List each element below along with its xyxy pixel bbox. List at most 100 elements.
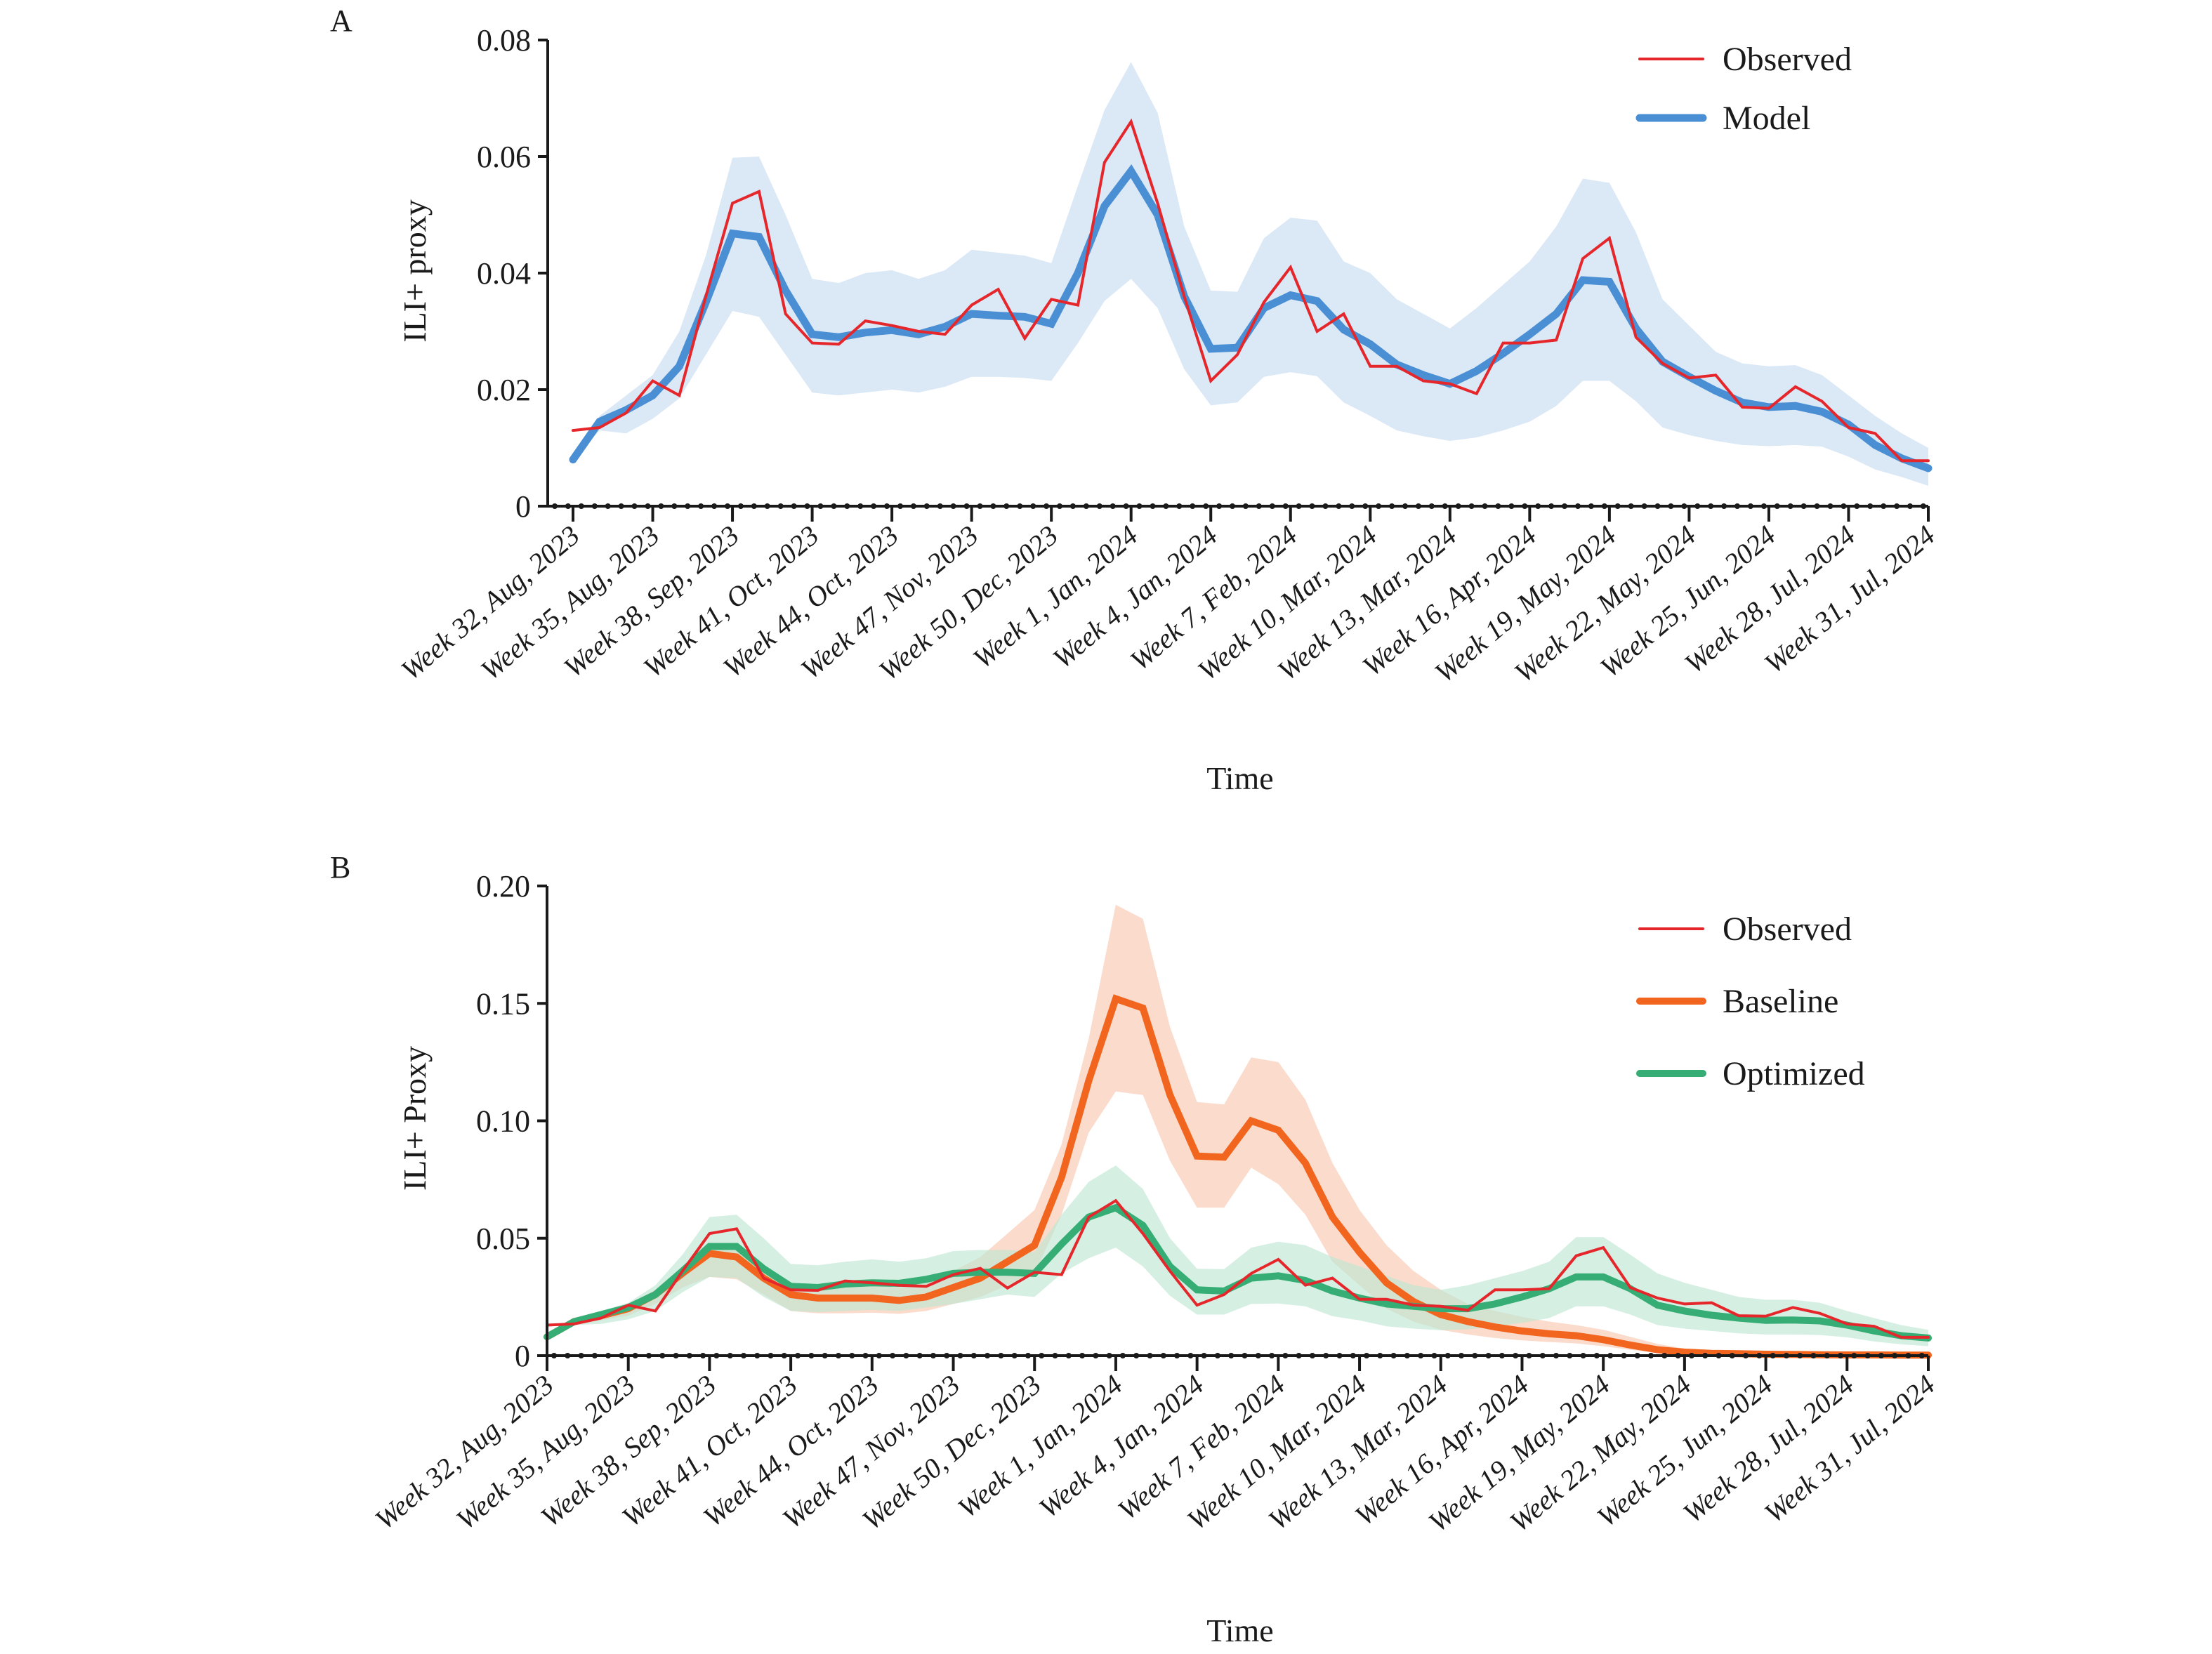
panel-a-x-minor-tick — [831, 503, 837, 509]
panel-a-x-minor-tick — [1349, 503, 1355, 509]
panel-b-y-ticks: 0 0.05 0.10 0.15 0.20 — [476, 869, 547, 1373]
panel-b-x-minor-tick — [1580, 1353, 1586, 1358]
panel-a-y-ticks: 0 0.02 0.04 0.06 0.08 — [477, 23, 548, 524]
panel-b-x-minor-tick — [1214, 1353, 1220, 1358]
panel-b-x-minor-tick — [551, 1353, 557, 1358]
panel-b-chart: B 0 0.05 0.10 0.15 0.20 Week 32, Aug, 2023We… — [330, 850, 1941, 1648]
panel-b-x-minor-tick — [1242, 1353, 1248, 1358]
panel-a-x-minor-tick — [618, 503, 624, 509]
panel-b-y-tick-label: 0.05 — [476, 1222, 530, 1256]
panel-a-x-minor-tick — [1190, 503, 1196, 509]
panel-a-x-minor-tick — [1468, 503, 1475, 509]
panel-b-x-minor-tick — [591, 1353, 598, 1358]
panel-a-x-minor-tick — [1296, 503, 1302, 509]
panel-b-x-minor-tick — [1255, 1353, 1261, 1358]
panel-a-legend-model-label: Model — [1723, 100, 1810, 137]
panel-b-x-minor-tick — [565, 1353, 571, 1358]
panel-a-x-minor-tick — [1069, 503, 1076, 509]
panel-a-legend-observed-label: Observed — [1723, 41, 1852, 78]
panel-a-x-minor-tick — [591, 503, 598, 509]
panel-a-x-minor-tick — [1442, 503, 1448, 509]
panel-a-x-minor-tick — [1734, 503, 1740, 509]
panel-a-x-minor-tick — [1694, 503, 1701, 509]
panel-b-x-minor-tick — [1404, 1353, 1410, 1358]
panel-a-x-minor-tick — [1083, 503, 1089, 509]
panel-a-x-minor-tick — [923, 503, 930, 509]
panel-a-x-minor-tick — [685, 503, 691, 509]
panel-b-x-minor-tick — [916, 1353, 923, 1358]
panel-b-x-minor-tick — [1065, 1353, 1072, 1358]
panel-a-x-minor-tick — [1269, 503, 1275, 509]
panel-a-x-minor-tick — [804, 503, 810, 509]
panel-b-x-minor-tick — [849, 1353, 855, 1358]
panel-a-x-minor-tick — [1867, 503, 1874, 509]
panel-b-x-minor-tick — [1838, 1353, 1843, 1358]
panel-a-x-minor-tick — [1256, 503, 1262, 509]
panel-a-x-minor-tick — [990, 503, 996, 509]
panel-a-x-axis-title: Time — [1206, 760, 1273, 796]
panel-a-x-minor-tick — [844, 503, 850, 509]
panel-a-x-minor-tick — [937, 503, 943, 509]
panel-b-x-minor-tick — [862, 1353, 869, 1358]
panel-a-x-minor-tick — [1920, 503, 1926, 509]
panel-b-x-minor-tick — [1323, 1353, 1329, 1358]
panel-a-x-minor-tick — [1402, 503, 1408, 509]
panel-b-x-minor-tick — [957, 1353, 963, 1358]
panel-a-x-minor-tick — [1003, 503, 1010, 509]
panel-b-baseline-line — [544, 994, 1932, 1359]
panel-a-axes — [538, 40, 1928, 509]
panel-a-x-minor-tick — [725, 503, 730, 509]
panel-b-x-minor-tick — [1106, 1353, 1112, 1358]
panel-a-x-minor-tick — [1614, 503, 1621, 509]
panel-a-x-minor-tick — [884, 503, 890, 509]
panel-a-x-minor-tick — [777, 503, 784, 509]
panel-a-x-minor-tick — [1282, 503, 1289, 509]
panel-b-x-minor-tick — [1878, 1353, 1884, 1358]
panel-a-x-minor-tick — [1747, 503, 1753, 509]
panel-a-x-minor-tick — [1150, 503, 1156, 509]
panel-b-x-minor-tick — [1797, 1353, 1803, 1358]
panel-b-x-minor-tick — [768, 1353, 774, 1358]
panel-b-x-minor-tick — [1851, 1353, 1857, 1358]
panel-b-x-minor-tick — [1472, 1353, 1478, 1358]
panel-b-x-minor-tick — [1526, 1353, 1532, 1358]
panel-a-x-minor-tick — [1096, 503, 1102, 509]
panel-a-x-minor-tick — [857, 503, 864, 509]
panel-b-x-minor-tick — [1459, 1353, 1464, 1358]
panel-a-x-minor-tick — [1044, 503, 1050, 509]
panel-b-x-minor-tick — [822, 1353, 828, 1358]
panel-a-x-minor-tick — [1163, 503, 1169, 509]
panel-a-x-minor-tick — [950, 503, 956, 509]
panel-a-x-minor-tick — [1721, 503, 1727, 509]
panel-b-x-minor-tick — [1444, 1353, 1451, 1358]
panel-a-x-minor-tick — [1030, 503, 1036, 509]
panel-b-x-minor-tick — [1431, 1353, 1437, 1358]
panel-b-x-minor-tick — [713, 1353, 720, 1358]
panel-a-x-minor-tick — [1415, 503, 1421, 509]
panel-b-x-minor-tick — [1025, 1353, 1031, 1358]
panel-a-x-minor-tick — [1827, 503, 1834, 509]
panel-b-x-minor-tick — [1336, 1353, 1343, 1358]
panel-b-observed-line — [546, 1198, 1930, 1339]
panel-a-x-minor-tick — [1322, 503, 1329, 509]
panel-a-x-minor-tick — [1760, 503, 1767, 509]
panel-b-x-minor-tick — [1688, 1353, 1694, 1358]
panel-b-x-minor-tick — [808, 1353, 815, 1358]
panel-b-x-minor-tick — [1377, 1353, 1383, 1358]
panel-a-x-minor-tick — [1881, 503, 1887, 509]
panel-b-x-minor-tick — [1418, 1353, 1424, 1358]
panel-a-x-minor-tick — [791, 503, 797, 509]
panel-a-x-minor-tick — [764, 503, 770, 509]
panel-a-x-minor-tick — [578, 503, 584, 509]
panel-b-x-minor-tick — [1810, 1353, 1817, 1358]
panel-b-x-minor-tick — [1485, 1353, 1492, 1358]
panel-a-x-minor-tick — [977, 503, 983, 509]
panel-b-x-minor-tick — [985, 1353, 991, 1358]
panel-b-x-minor-tick — [754, 1353, 761, 1358]
panel-a-x-minor-tick — [817, 503, 824, 509]
panel-a-legend: Observed Model — [1635, 41, 1852, 137]
panel-a-x-minor-tick — [1057, 503, 1062, 509]
panel-a-x-minor-tick — [1787, 503, 1793, 509]
panel-b-x-minor-tick — [727, 1353, 733, 1358]
